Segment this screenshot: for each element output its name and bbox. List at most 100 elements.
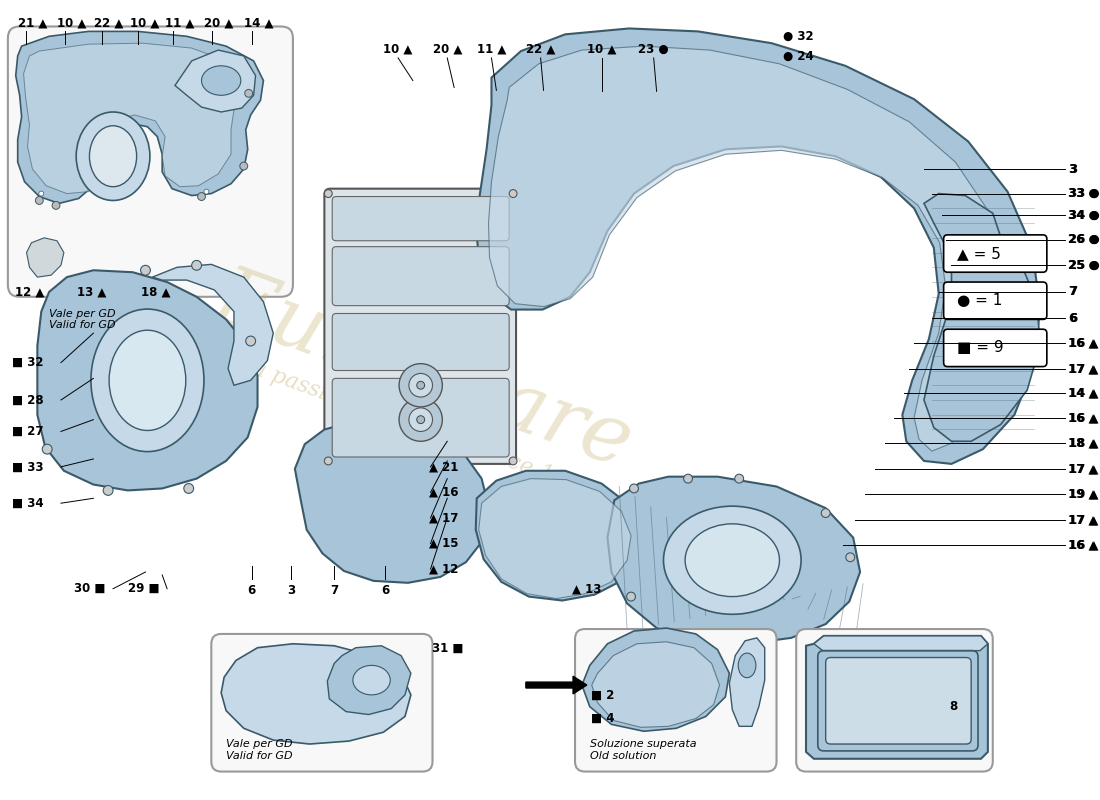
Text: 16 ▲: 16 ▲ — [1069, 411, 1099, 424]
Ellipse shape — [353, 666, 390, 695]
Ellipse shape — [685, 524, 780, 597]
Circle shape — [39, 191, 44, 196]
Text: 6: 6 — [248, 584, 256, 597]
Circle shape — [417, 382, 425, 389]
Ellipse shape — [76, 112, 150, 201]
Text: ▲ = 5: ▲ = 5 — [957, 246, 1001, 261]
Ellipse shape — [738, 653, 756, 678]
FancyBboxPatch shape — [332, 246, 509, 306]
FancyBboxPatch shape — [944, 330, 1047, 366]
FancyBboxPatch shape — [332, 197, 509, 241]
Text: 17 ▲: 17 ▲ — [1069, 462, 1099, 475]
Text: 29 ■: 29 ■ — [128, 582, 160, 595]
Polygon shape — [582, 628, 729, 731]
Text: 3: 3 — [1069, 162, 1078, 175]
Polygon shape — [221, 644, 411, 744]
FancyBboxPatch shape — [575, 629, 777, 771]
Circle shape — [399, 398, 442, 442]
Text: ■ 27: ■ 27 — [12, 425, 43, 438]
Text: 31 ■: 31 ■ — [431, 642, 463, 655]
Polygon shape — [23, 43, 244, 194]
Text: ■ 33: ■ 33 — [12, 460, 43, 474]
Text: ■ = 9: ■ = 9 — [957, 341, 1004, 355]
Text: 6: 6 — [382, 584, 389, 597]
Circle shape — [324, 457, 332, 465]
Text: 10 ▲: 10 ▲ — [384, 43, 412, 56]
Text: ■ 4: ■ 4 — [591, 712, 614, 725]
Polygon shape — [475, 470, 639, 601]
Text: ● 24: ● 24 — [783, 50, 814, 62]
FancyBboxPatch shape — [796, 629, 993, 771]
Text: a passion for Ferrari since 1985: a passion for Ferrari since 1985 — [250, 358, 596, 502]
Text: 34 ●: 34 ● — [1068, 209, 1099, 222]
Text: 26 ●: 26 ● — [1069, 234, 1100, 246]
Circle shape — [409, 374, 432, 397]
FancyBboxPatch shape — [211, 634, 432, 771]
Text: 10 ▲: 10 ▲ — [587, 43, 616, 56]
Text: 17 ▲: 17 ▲ — [1069, 362, 1099, 375]
Circle shape — [735, 474, 744, 483]
Polygon shape — [26, 238, 64, 277]
Polygon shape — [175, 50, 255, 112]
Text: 7: 7 — [330, 584, 339, 597]
Text: 16 ▲: 16 ▲ — [1068, 411, 1098, 424]
Ellipse shape — [201, 66, 241, 95]
FancyBboxPatch shape — [944, 282, 1047, 319]
Text: 10 ▲: 10 ▲ — [57, 17, 87, 30]
Text: 3: 3 — [287, 584, 295, 597]
Polygon shape — [478, 478, 631, 598]
Text: 16 ▲: 16 ▲ — [1069, 337, 1099, 350]
Text: ▲ 13: ▲ 13 — [572, 582, 602, 595]
Text: 16 ▲: 16 ▲ — [1068, 337, 1098, 350]
Circle shape — [103, 486, 113, 495]
Circle shape — [409, 408, 432, 431]
Text: ■ 32: ■ 32 — [12, 356, 43, 369]
Polygon shape — [15, 31, 263, 203]
Text: 17 ▲: 17 ▲ — [1068, 462, 1098, 475]
Text: 20 ▲: 20 ▲ — [205, 17, 234, 30]
Text: Vale per GD
Valid for GD: Vale per GD Valid for GD — [50, 309, 116, 330]
Text: 10 ▲: 10 ▲ — [130, 17, 159, 30]
Text: ● 32: ● 32 — [783, 30, 814, 43]
Circle shape — [324, 190, 332, 198]
Circle shape — [683, 474, 693, 483]
Text: 18 ▲: 18 ▲ — [1068, 437, 1098, 450]
Polygon shape — [295, 422, 490, 583]
Ellipse shape — [91, 309, 204, 452]
Circle shape — [240, 162, 248, 170]
Text: 22 ▲: 22 ▲ — [95, 17, 123, 30]
Polygon shape — [153, 264, 273, 386]
Text: 3: 3 — [1068, 162, 1077, 175]
Circle shape — [141, 266, 151, 275]
FancyBboxPatch shape — [8, 26, 293, 297]
Text: 11 ▲: 11 ▲ — [476, 43, 506, 56]
Circle shape — [399, 364, 442, 407]
Polygon shape — [607, 477, 860, 644]
Text: 16 ▲: 16 ▲ — [1068, 539, 1098, 552]
Text: ▲ 16: ▲ 16 — [429, 486, 458, 499]
FancyBboxPatch shape — [332, 378, 509, 457]
Text: 19 ▲: 19 ▲ — [1068, 488, 1098, 501]
Text: 19 ▲: 19 ▲ — [1069, 488, 1099, 501]
Circle shape — [509, 457, 517, 465]
Text: 20 ▲: 20 ▲ — [432, 43, 462, 56]
Ellipse shape — [663, 506, 801, 614]
Circle shape — [198, 193, 206, 201]
Text: 14 ▲: 14 ▲ — [244, 17, 273, 30]
Text: ■ 28: ■ 28 — [12, 394, 43, 406]
FancyArrow shape — [526, 676, 586, 694]
Polygon shape — [806, 636, 988, 758]
Text: 7: 7 — [1068, 286, 1077, 298]
Polygon shape — [488, 46, 1009, 451]
Text: 17 ▲: 17 ▲ — [1069, 514, 1099, 526]
Text: ▲ 12: ▲ 12 — [429, 562, 458, 575]
Text: 14 ▲: 14 ▲ — [1069, 386, 1099, 400]
Text: 12 ▲: 12 ▲ — [14, 286, 44, 298]
Text: 6: 6 — [1068, 312, 1077, 325]
Text: 23 ●: 23 ● — [638, 43, 669, 56]
Text: 30 ■: 30 ■ — [74, 582, 106, 595]
Circle shape — [627, 592, 636, 601]
Circle shape — [245, 90, 253, 98]
Text: ▲ 21: ▲ 21 — [429, 460, 458, 474]
Polygon shape — [328, 646, 411, 714]
